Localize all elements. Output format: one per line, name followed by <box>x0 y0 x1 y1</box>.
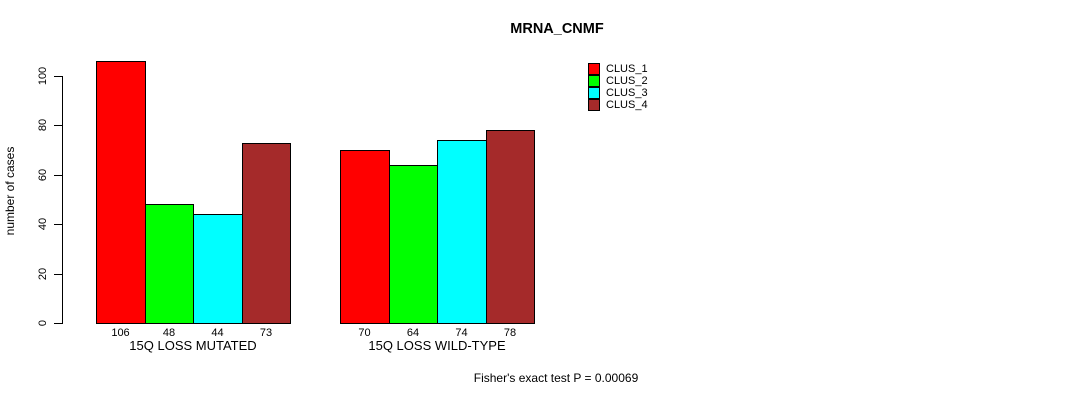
y-tick-mark <box>54 76 62 77</box>
x-group-label: 15Q LOSS MUTATED <box>129 338 257 353</box>
y-tick-mark <box>54 323 62 324</box>
y-tick-label: 0 <box>37 319 49 327</box>
bar-clus_2-group1 <box>145 204 194 324</box>
y-tick-mark <box>54 125 62 126</box>
bar-clus_1-group1 <box>96 61 146 324</box>
y-tick-label: 80 <box>37 118 49 132</box>
y-tick-label: 60 <box>37 168 49 182</box>
bar-value-label: 73 <box>259 327 273 339</box>
bar-clus_4-group2 <box>486 130 535 324</box>
bar-clus_1-group2 <box>340 150 390 324</box>
bar-value-label: 74 <box>455 327 468 339</box>
bar-value-label: 70 <box>358 327 371 339</box>
bar-value-label: 48 <box>162 327 176 339</box>
fisher-test-annotation: Fisher's exact test P = 0.00069 <box>473 371 639 385</box>
bar-clus_3-group1 <box>193 214 243 324</box>
bar-value-label: 64 <box>406 327 420 339</box>
y-tick-label: 20 <box>37 267 49 281</box>
bar-clus_3-group2 <box>437 140 487 324</box>
y-tick-label: 100 <box>37 66 49 86</box>
y-tick-mark <box>54 175 62 176</box>
bar-clus_2-group2 <box>389 165 438 324</box>
chart-title: MRNA_CNMF <box>510 21 604 37</box>
bar-value-label: 106 <box>111 327 130 339</box>
y-tick-label: 40 <box>37 217 49 231</box>
y-tick-mark <box>54 274 62 275</box>
bar-value-label: 78 <box>503 327 517 339</box>
y-axis-line <box>62 76 63 324</box>
bar-value-label: 44 <box>211 327 224 339</box>
bar-clus_4-group1 <box>242 143 291 324</box>
y-tick-mark <box>54 224 62 225</box>
x-group-label: 15Q LOSS WILD-TYPE <box>368 338 506 353</box>
